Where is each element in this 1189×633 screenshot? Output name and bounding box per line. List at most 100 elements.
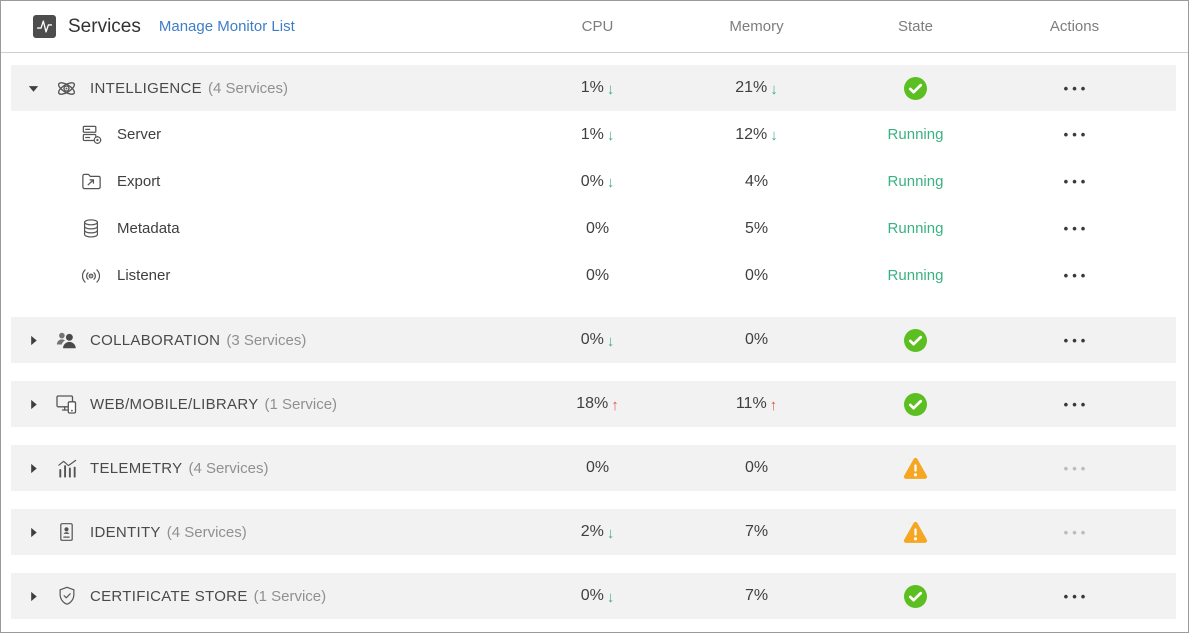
manage-monitor-list-link[interactable]: Manage Monitor List xyxy=(158,18,295,35)
group-row-telemetry[interactable]: TELEMETRY (4 Services) 0% 0% ••• xyxy=(11,445,1176,491)
memory-value: 12% ↓ xyxy=(677,126,836,144)
cpu-value-text: 0% xyxy=(580,172,604,190)
group-count: (4 Services) xyxy=(207,79,288,97)
state-cell xyxy=(836,328,995,352)
service-name: Listener xyxy=(117,267,171,284)
service-row-listener[interactable]: Listener 0% 0% Running ••• xyxy=(11,252,1176,299)
memory-value-text: 11% xyxy=(735,395,767,412)
cpu-value: 0% xyxy=(518,457,677,480)
memory-value: 5% xyxy=(677,220,836,238)
state-label: Running xyxy=(887,126,944,143)
memory-value: 0% xyxy=(677,457,836,480)
state-cell: Running xyxy=(836,173,995,191)
group-row-certificate-store[interactable]: CERTIFICATE STORE (1 Service) 0% ↓ 7% ••• xyxy=(11,573,1176,619)
group-name-cell: TELEMETRY (4 Services) xyxy=(11,457,518,480)
people-icon xyxy=(54,329,79,352)
group-count: (3 Services) xyxy=(226,331,307,349)
ok-badge-icon xyxy=(904,328,927,352)
memory-value-text: 21% xyxy=(735,79,768,96)
header-bar: Services Manage Monitor List CPU Memory … xyxy=(1,1,1188,53)
cpu-value: 0% ↓ xyxy=(518,585,677,608)
service-row-metadata[interactable]: Metadata 0% 5% Running ••• xyxy=(11,205,1176,252)
group-count: (4 Services) xyxy=(188,459,269,477)
actions-menu-button: ••• xyxy=(1063,524,1090,540)
actions-menu-button[interactable]: ••• xyxy=(1063,588,1090,604)
cpu-value: 1% ↓ xyxy=(518,126,677,144)
ok-badge-icon xyxy=(904,76,927,100)
memory-value: 0% xyxy=(677,267,836,285)
cpu-value: 0% xyxy=(518,220,677,238)
group-name: CERTIFICATE STORE xyxy=(90,587,248,605)
column-header-state: State xyxy=(897,18,934,35)
memory-value: 0% xyxy=(677,329,836,352)
service-row-export[interactable]: Export 0% ↓ 4% Running ••• xyxy=(11,158,1176,205)
group-section-telemetry: TELEMETRY (4 Services) 0% 0% ••• xyxy=(11,445,1176,491)
trend-down-arrow-icon: ↓ xyxy=(770,127,778,144)
state-cell xyxy=(836,521,995,544)
actions-cell: ••• xyxy=(995,220,1154,238)
actions-menu-button[interactable]: ••• xyxy=(1063,396,1090,412)
group-count: (1 Service) xyxy=(253,587,327,605)
memory-value-text: 7% xyxy=(744,587,769,604)
actions-menu-button[interactable]: ••• xyxy=(1063,127,1090,142)
group-name: IDENTITY xyxy=(90,523,161,541)
trend-up-arrow-icon: ↑ xyxy=(769,396,778,414)
cpu-value-text: 0% xyxy=(580,331,604,348)
group-count: (1 Service) xyxy=(264,395,338,413)
caret-right-icon[interactable] xyxy=(26,398,41,411)
memory-value: 21% ↓ xyxy=(677,77,836,100)
group-name-cell: INTELLIGENCE (4 Services) xyxy=(11,76,518,101)
cpu-value-text: 1% xyxy=(580,125,604,143)
cpu-value-text: 18% xyxy=(576,395,609,412)
caret-right-icon[interactable] xyxy=(26,590,41,603)
cpu-value-text: 0% xyxy=(585,459,610,476)
service-row-server[interactable]: Server 1% ↓ 12% ↓ Running ••• xyxy=(11,111,1176,158)
group-section-certificate-store: CERTIFICATE STORE (1 Service) 0% ↓ 7% ••• xyxy=(11,573,1176,619)
folder-export-icon xyxy=(79,170,103,193)
trend-down-arrow-icon: ↓ xyxy=(606,80,615,98)
actions-menu-button[interactable]: ••• xyxy=(1063,268,1090,283)
memory-value: 7% xyxy=(677,585,836,608)
server-gear-icon xyxy=(79,123,103,146)
cpu-value: 0% ↓ xyxy=(518,329,677,352)
group-row-identity[interactable]: IDENTITY (4 Services) 2% ↓ 7% ••• xyxy=(11,509,1176,555)
warning-badge-icon xyxy=(903,521,928,544)
actions-cell: ••• xyxy=(995,267,1154,285)
atom-icon xyxy=(54,76,79,101)
memory-value-text: 12% xyxy=(735,125,768,143)
warning-badge-icon xyxy=(903,457,928,480)
memory-value-text: 5% xyxy=(744,219,769,237)
actions-menu-button[interactable]: ••• xyxy=(1063,221,1090,236)
cpu-value-text: 1% xyxy=(580,79,604,96)
service-name-cell: Listener xyxy=(11,265,518,287)
actions-menu-button[interactable]: ••• xyxy=(1063,332,1090,348)
trend-down-arrow-icon: ↓ xyxy=(606,127,615,144)
group-row-intelligence[interactable]: INTELLIGENCE (4 Services) 1% ↓ 21% ↓ ••• xyxy=(11,65,1176,111)
actions-menu-button[interactable]: ••• xyxy=(1063,80,1090,96)
group-row-web-mobile-library[interactable]: WEB/MOBILE/LIBRARY (1 Service) 18% ↑ 11% ↑ ••• xyxy=(11,381,1176,427)
group-row-collaboration[interactable]: COLLABORATION (3 Services) 0% ↓ 0% ••• xyxy=(11,317,1176,363)
state-label: Running xyxy=(887,173,944,190)
service-name: Metadata xyxy=(117,220,180,237)
group-name: WEB/MOBILE/LIBRARY xyxy=(90,395,259,413)
state-cell xyxy=(836,392,995,416)
broadcast-icon xyxy=(79,265,103,287)
actions-menu-button[interactable]: ••• xyxy=(1063,174,1090,189)
cpu-value: 0% ↓ xyxy=(518,173,677,191)
column-header-memory: Memory xyxy=(729,18,784,35)
group-section-collaboration: COLLABORATION (3 Services) 0% ↓ 0% ••• xyxy=(11,317,1176,363)
caret-right-icon[interactable] xyxy=(26,526,41,539)
cpu-value: 1% ↓ xyxy=(518,77,677,100)
caret-right-icon[interactable] xyxy=(26,462,41,475)
group-section-web-mobile-library: WEB/MOBILE/LIBRARY (1 Service) 18% ↑ 11% ↑ ••• xyxy=(11,381,1176,427)
id-card-icon xyxy=(54,520,79,544)
memory-value: 11% ↑ xyxy=(677,393,836,416)
group-section-identity: IDENTITY (4 Services) 2% ↓ 7% ••• xyxy=(11,509,1176,555)
caret-right-icon[interactable] xyxy=(26,334,41,347)
cpu-value: 18% ↑ xyxy=(518,393,677,416)
group-count: (4 Services) xyxy=(166,523,247,541)
service-name-cell: Metadata xyxy=(11,217,518,240)
memory-value: 4% xyxy=(677,173,836,191)
cpu-value-text: 0% xyxy=(585,266,610,284)
caret-down-icon[interactable] xyxy=(26,82,41,95)
